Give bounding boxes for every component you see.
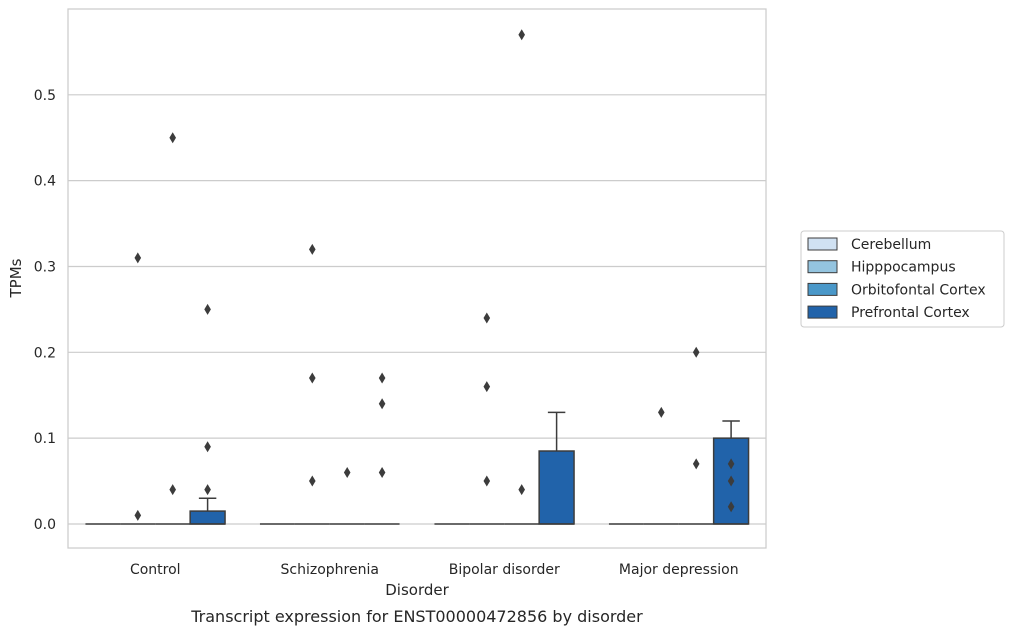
- outlier-point: [134, 509, 142, 521]
- outlier-point: [309, 475, 316, 487]
- legend-swatch: [807, 260, 838, 274]
- y-gridlines: [68, 94, 766, 525]
- outlier-point: [727, 501, 735, 513]
- outlier-point: [343, 466, 351, 478]
- x-axis-label: Disorder: [385, 581, 449, 599]
- legend-label: Prefrontal Cortex: [851, 305, 970, 321]
- legend-label: Cerebellum: [851, 237, 931, 253]
- x-tick-label: Schizophrenia: [281, 562, 379, 578]
- outlier-point: [204, 484, 211, 496]
- y-tick-label: 0.0: [34, 517, 56, 533]
- outlier-point: [134, 252, 142, 264]
- outlier-point: [204, 303, 211, 315]
- outlier-point: [483, 475, 491, 487]
- box-body: [538, 450, 575, 525]
- outlier-point: [692, 458, 700, 470]
- x-tick-label: Bipolar disorder: [449, 562, 560, 578]
- outlier-point: [204, 441, 211, 453]
- outlier-point: [378, 372, 386, 384]
- legend-label: Hipppocampus: [851, 260, 956, 276]
- outlier-point: [518, 484, 525, 496]
- box-orbitofontal-cortex: [678, 346, 714, 525]
- y-tick-labels: 0.0 0.1 0.2 0.3 0.4 0.5: [34, 88, 56, 533]
- outlier-point: [518, 29, 525, 41]
- outlier-point: [483, 381, 491, 393]
- outlier-point: [309, 243, 316, 255]
- outlier-point: [692, 346, 700, 358]
- outlier-point: [483, 312, 491, 324]
- box-body: [189, 510, 226, 525]
- box-orbitofontal-cortex: [329, 466, 365, 525]
- outlier-point: [169, 132, 176, 144]
- box-hipppocampus: [294, 243, 330, 525]
- legend: Cerebellum Hipppocampus Orbitofontal Corte…: [800, 230, 1005, 328]
- legend-swatch: [807, 237, 838, 251]
- legend-frame: [800, 230, 1005, 328]
- y-tick-label: 0.1: [34, 431, 56, 447]
- outlier-point: [658, 406, 665, 418]
- box-prefrontal-cortex: [364, 372, 400, 525]
- legend-swatch: [807, 282, 838, 296]
- outlier-point: [727, 458, 735, 470]
- legend-swatch: [807, 305, 838, 319]
- box-plots: [85, 29, 750, 525]
- y-tick-label: 0.3: [34, 259, 56, 275]
- box-hipppocampus: [120, 252, 156, 525]
- x-tick-label: Control: [130, 562, 181, 578]
- y-tick-label: 0.5: [34, 88, 56, 104]
- box-hipppocampus: [643, 406, 679, 525]
- box-hipppocampus: [469, 312, 505, 525]
- outlier-point: [309, 372, 316, 384]
- y-tick-label: 0.4: [34, 174, 56, 190]
- x-tick-labels: Control Schizophrenia Bipolar disorder Majo…: [130, 562, 739, 578]
- y-tick-label: 0.2: [34, 345, 56, 361]
- y-axis-label: TPMs: [7, 258, 25, 298]
- outlier-point: [378, 466, 386, 478]
- box-prefrontal-cortex: [189, 303, 226, 525]
- outlier-point: [378, 398, 386, 410]
- outlier-point: [727, 475, 735, 487]
- box-orbitofontal-cortex: [155, 132, 191, 525]
- outlier-point: [169, 484, 176, 496]
- box-orbitofontal-cortex: [504, 29, 540, 525]
- box-prefrontal-cortex: [538, 411, 575, 525]
- box-prefrontal-cortex: [712, 420, 750, 525]
- legend-label: Orbitofontal Cortex: [851, 282, 986, 298]
- plot-frame: [67, 8, 767, 549]
- chart-caption: Transcript expression for ENST0000047285…: [190, 607, 643, 626]
- x-tick-label: Major depression: [619, 562, 739, 578]
